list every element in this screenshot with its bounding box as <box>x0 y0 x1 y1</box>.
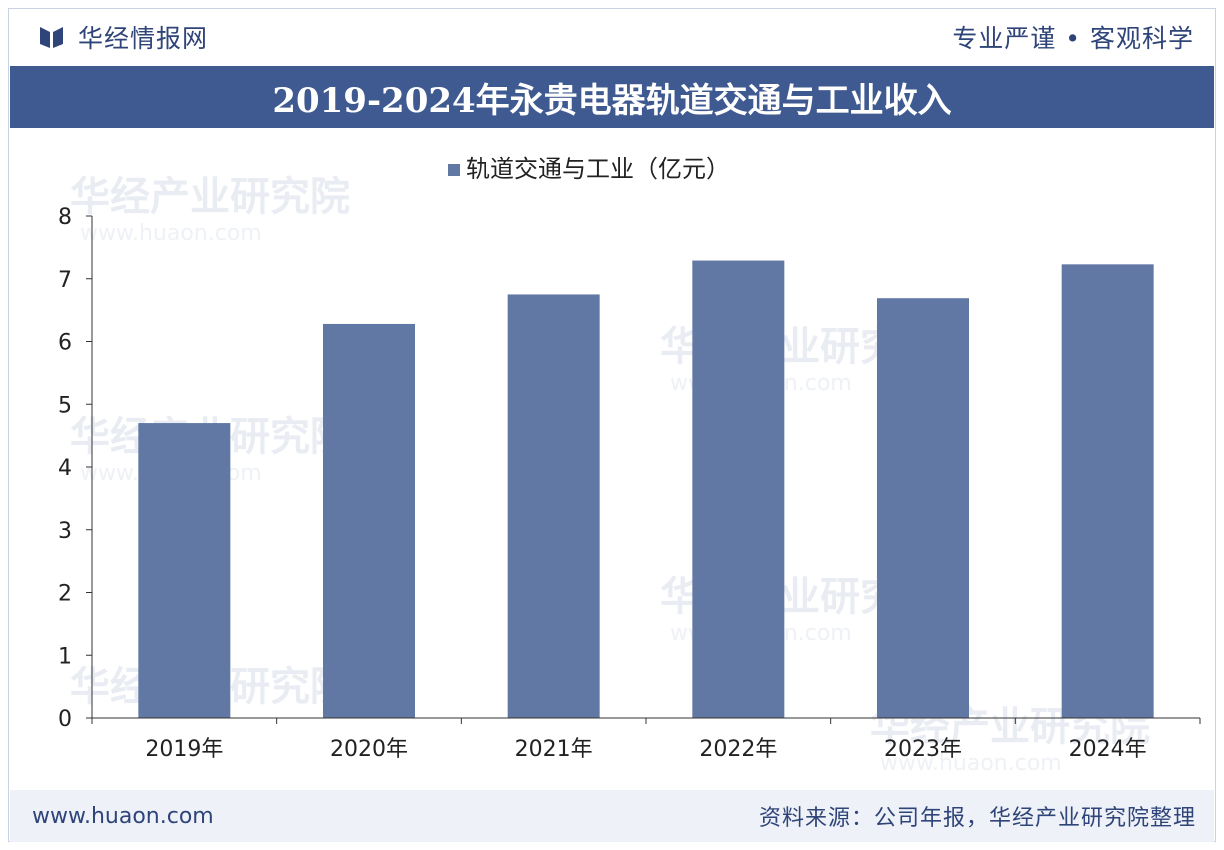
bar-2022年 <box>692 260 785 718</box>
chart-title: 2019-2024年永贵电器轨道交通与工业收入 <box>272 80 952 121</box>
y-tick-label: 7 <box>58 268 72 293</box>
bar-2021年 <box>507 294 600 718</box>
bar-2019年 <box>138 423 231 718</box>
y-tick-label: 4 <box>58 456 72 481</box>
x-tick-label: 2020年 <box>330 737 408 762</box>
watermark-url: www.huaon.com <box>880 751 1062 776</box>
watermark-url: www.huaon.com <box>80 221 262 246</box>
bar-2023年 <box>877 298 969 718</box>
brand: 华经情报网 <box>10 19 208 55</box>
bar-2020年 <box>323 323 415 718</box>
watermark-text: 华经产业研究院 <box>70 174 350 220</box>
legend: 轨道交通与工业（亿元） <box>448 155 730 183</box>
y-tick-label: 6 <box>58 331 72 356</box>
watermark-layer: 华经产业研究院 www.huaon.com 华经产业研究院 www.huaon.… <box>70 174 1150 776</box>
x-tick-label: 2023年 <box>884 737 962 762</box>
title-band: 2019-2024年永贵电器轨道交通与工业收入 <box>10 66 1214 128</box>
brand-name: 华经情报网 <box>78 24 209 53</box>
y-axis: 0 1 2 3 4 5 6 7 8 <box>58 205 93 732</box>
footer-website: www.huaon.com <box>32 803 214 829</box>
x-axis: 2019年 2020年 2021年 2022年 2023年 2024年 <box>91 717 1201 762</box>
top-bar: 华经情报网 专业严谨 • 客观科学 <box>10 10 1214 64</box>
y-tick-label: 8 <box>58 205 72 230</box>
y-tick-label: 5 <box>58 393 72 418</box>
x-tick-label: 2021年 <box>515 737 593 762</box>
x-tick-label: 2022年 <box>699 737 777 762</box>
x-tick-label: 2024年 <box>1069 737 1147 762</box>
plot-area: 华经产业研究院 www.huaon.com 华经产业研究院 www.huaon.… <box>10 130 1214 790</box>
x-tick-label: 2019年 <box>145 737 223 762</box>
footer-source: 资料来源：公司年报，华经产业研究院整理 <box>758 806 1196 831</box>
y-tick-label: 1 <box>58 644 72 669</box>
y-tick-label: 3 <box>58 519 72 544</box>
y-tick-label: 0 <box>58 707 72 732</box>
y-tick-label: 2 <box>58 582 72 607</box>
footer: www.huaon.com 资料来源：公司年报，华经产业研究院整理 <box>10 790 1214 842</box>
bar-chart: 华经产业研究院 www.huaon.com 华经产业研究院 www.huaon.… <box>58 155 1201 776</box>
brand-logo-icon <box>40 27 63 48</box>
legend-swatch <box>448 164 460 176</box>
legend-label: 轨道交通与工业（亿元） <box>466 155 730 183</box>
slogan: 专业严谨 • 客观科学 <box>952 24 1194 53</box>
bar-2024年 <box>1061 264 1154 718</box>
bars <box>138 260 1154 718</box>
